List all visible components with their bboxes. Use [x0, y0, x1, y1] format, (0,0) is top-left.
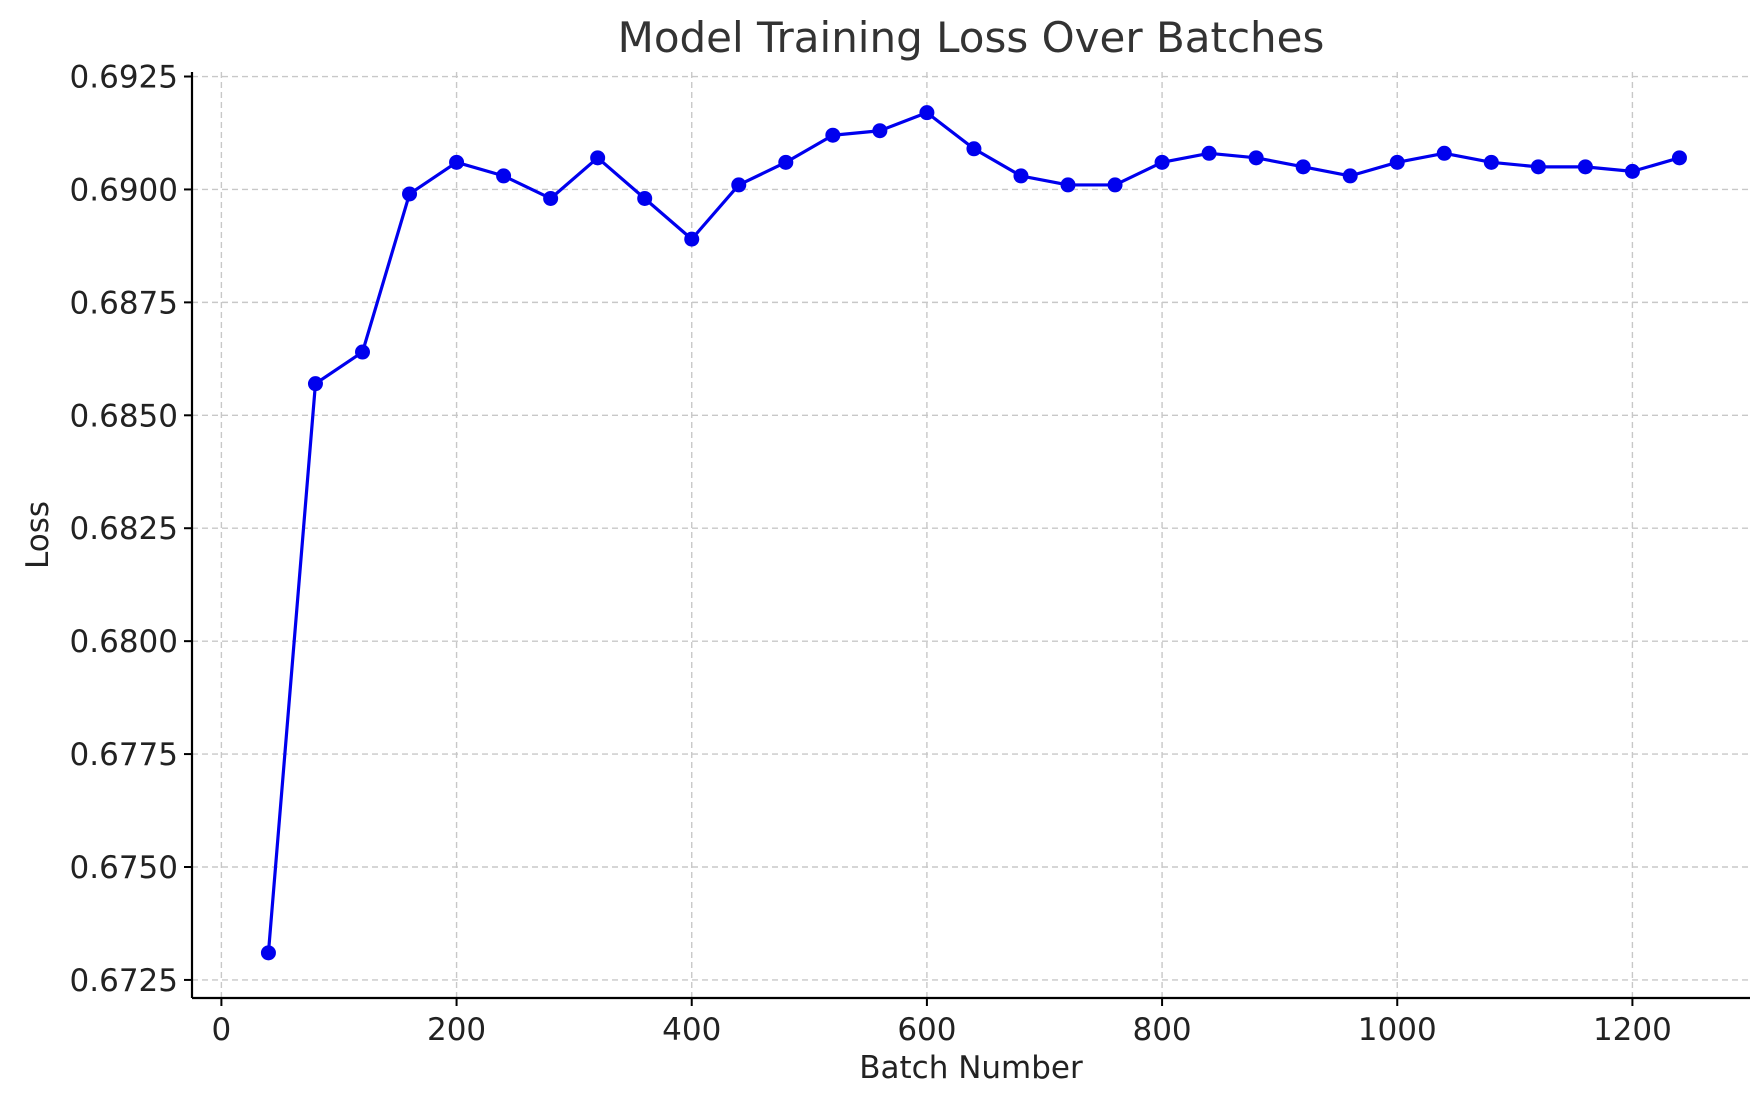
- y-tick-label: 0.6800: [70, 624, 178, 660]
- data-point: [1436, 145, 1452, 161]
- data-point: [590, 150, 606, 166]
- data-point: [1577, 159, 1593, 175]
- data-point: [354, 344, 370, 360]
- data-point: [1154, 154, 1170, 170]
- series-line: [266, 111, 1680, 953]
- data-point: [1248, 150, 1264, 166]
- y-tick-label: 0.6875: [70, 285, 178, 321]
- x-tick-label: 800: [1132, 1012, 1191, 1048]
- data-point: [1060, 177, 1076, 193]
- series-layer: [260, 105, 1687, 961]
- data-point: [637, 190, 653, 206]
- x-tick-label: 1200: [1593, 1012, 1672, 1048]
- y-tick-label: 0.6750: [70, 850, 178, 886]
- x-axis-label: Batch Number: [859, 1050, 1083, 1086]
- data-point: [919, 105, 935, 121]
- data-point: [260, 945, 276, 961]
- data-point: [872, 123, 888, 139]
- y-tick-label: 0.6725: [70, 963, 178, 999]
- data-point: [1107, 177, 1123, 193]
- grid: [192, 72, 1750, 998]
- data-point: [731, 177, 747, 193]
- data-point: [1342, 168, 1358, 184]
- data-point: [778, 154, 794, 170]
- chart-title: Model Training Loss Over Batches: [618, 13, 1325, 62]
- axes: [190, 72, 1750, 1000]
- data-point: [1624, 163, 1640, 179]
- x-tick-label: 1000: [1358, 1012, 1437, 1048]
- y-tick-label: 0.6825: [70, 511, 178, 547]
- data-point: [1389, 154, 1405, 170]
- tick-marks: 0 200 400 600 800 1000 1200 0.6725 0.6750 0.6775 0…: [70, 60, 1672, 1048]
- data-point: [1201, 145, 1217, 161]
- y-tick-label: 0.6925: [70, 60, 178, 96]
- data-point: [1013, 168, 1029, 184]
- data-point: [684, 231, 700, 247]
- data-point: [1295, 159, 1311, 175]
- data-point: [966, 141, 982, 157]
- x-tick-label: 400: [662, 1012, 721, 1048]
- data-point: [496, 168, 512, 184]
- x-tick-label: 0: [212, 1012, 232, 1048]
- y-tick-label: 0.6850: [70, 398, 178, 434]
- y-tick-label: 0.6900: [70, 172, 178, 208]
- data-point: [1530, 159, 1546, 175]
- data-point: [307, 376, 323, 392]
- y-tick-label: 0.6775: [70, 737, 178, 773]
- data-point: [1483, 154, 1499, 170]
- y-axis-label: Loss: [20, 501, 56, 569]
- data-point: [1671, 150, 1687, 166]
- data-point: [402, 186, 418, 202]
- data-point: [543, 190, 559, 206]
- x-tick-label: 200: [427, 1012, 486, 1048]
- data-point: [449, 154, 465, 170]
- x-tick-label: 600: [897, 1012, 956, 1048]
- data-point: [825, 127, 841, 143]
